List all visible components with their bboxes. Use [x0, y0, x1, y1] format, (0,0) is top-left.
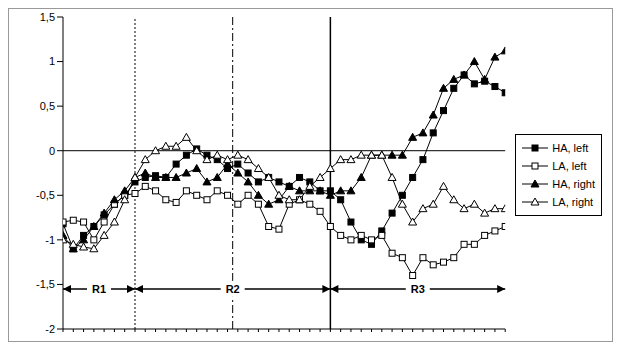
- svg-text:R3: R3: [411, 283, 425, 295]
- svg-text:1,5: 1,5: [40, 11, 55, 23]
- html-text:LA, left: LA, left: [552, 160, 587, 172]
- html-text:LA, right: LA, right: [552, 196, 594, 208]
- svg-text:R1: R1: [92, 283, 106, 295]
- svg-text:0: 0: [49, 145, 55, 157]
- svg-text:1: 1: [49, 55, 55, 67]
- html-text:HA, right: HA, right: [552, 178, 595, 190]
- svg-text:-2: -2: [45, 323, 55, 335]
- svg-text:-1,5: -1,5: [36, 278, 55, 290]
- svg-text:R2: R2: [226, 283, 240, 295]
- svg-text:-1: -1: [45, 234, 55, 246]
- svg-text:-0,5: -0,5: [36, 189, 55, 201]
- svg-text:0,5: 0,5: [40, 100, 55, 112]
- html-text:HA, left: HA, left: [552, 142, 589, 154]
